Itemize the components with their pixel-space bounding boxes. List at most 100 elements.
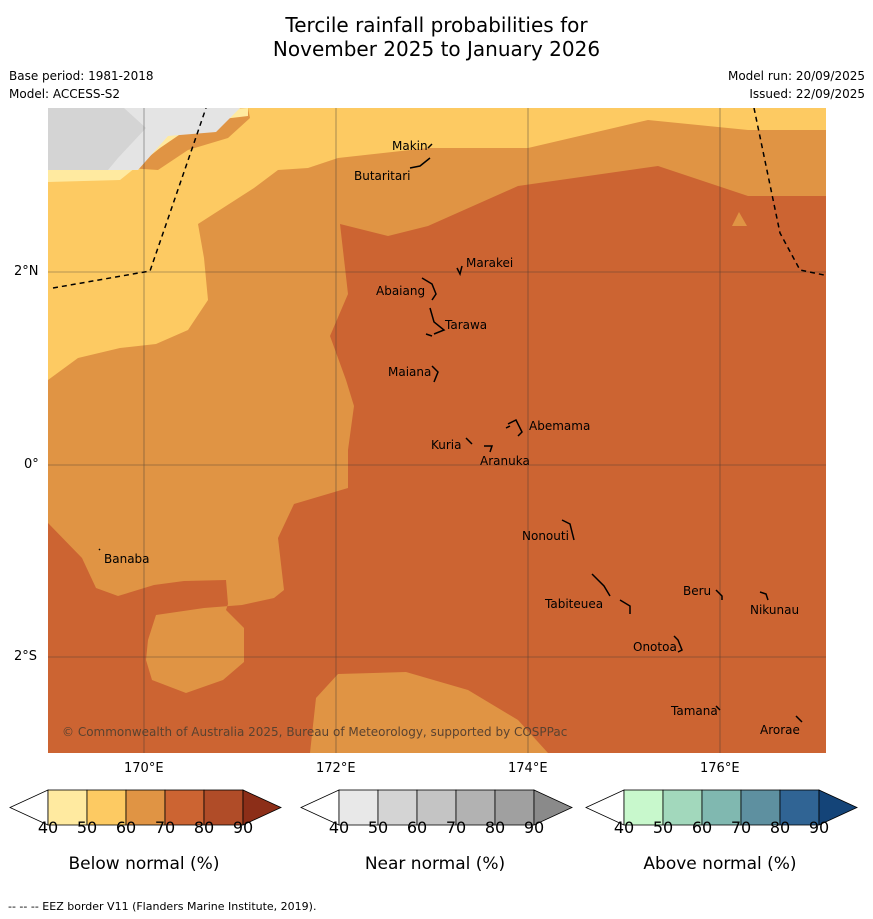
colorbar-segment [164,789,205,826]
colorbar-near-normal: 40 50 60 70 80 90 [300,789,573,835]
colorbar-label-near-normal: Near normal (%) [364,854,506,874]
issued-date: Issued: 22/09/2025 [749,87,865,101]
colorbar-segment [623,789,664,826]
map-title-line2: November 2025 to January 2026 [272,37,601,61]
island-label-aranuka: Aranuka [480,454,530,468]
colorbar-segment [740,789,781,826]
island-label-arorae: Arorae [760,723,800,737]
island-kuria-shape [465,437,473,445]
map-title-line1: Tercile rainfall probabilities for [285,13,588,37]
gridlines [48,108,826,753]
colorbar-segment [86,789,127,826]
lon-label-174e: 174°E [508,761,548,776]
region-60-70-south [310,672,548,753]
colorbar-tick-label: 80 [770,818,790,835]
island-arorae-shape [795,715,803,723]
colorbar-segment [494,789,535,826]
colorbar-tick-label: 50 [368,818,388,835]
region-60-70-spot [732,212,747,226]
colorbar-segment [533,789,573,826]
island-onotoa-shape [673,635,683,653]
lon-label-170e: 170°E [124,761,164,776]
colorbar-tick-label: 90 [233,818,253,835]
colorbar-tick-label: 40 [614,818,634,835]
region-near-normal-60-70 [48,108,146,170]
island-abaiang-shape [421,277,437,301]
island-label-maiana: Maiana [388,365,431,379]
island-label-tarawa: Tarawa [444,318,487,332]
eez-border [52,108,825,289]
colorbar-below-normal: 40 50 60 70 80 90 [9,789,282,835]
colorbar-tick-label: 70 [446,818,466,835]
island-maiana-shape [431,365,439,383]
colorbar-above-normal: 40 50 60 70 80 90 [585,789,858,835]
copyright-text: © Commonwealth of Australia 2025, Bureau… [62,725,567,739]
map-canvas: Makin Butaritari Marakei Abaiang Tarawa … [48,108,826,753]
island-tamana-shape [715,705,721,711]
island-tarawa-shape [425,307,446,337]
island-nonouti-shape [561,519,575,541]
island-tabiteuea-shape [591,573,631,614]
island-label-abemama: Abemama [529,419,590,433]
colorbar-label-below-normal: Below normal (%) [68,854,220,874]
colorbar-segment [125,789,166,826]
colorbar-tick-label: 40 [329,818,349,835]
island-label-banaba: Banaba [104,552,150,566]
colorbar-segment [662,789,703,826]
lon-label-176e: 176°E [700,761,740,776]
colorbar-segment [455,789,496,826]
island-aranuka-shape [484,445,494,453]
region-50-60 [48,108,826,380]
island-label-nikunau: Nikunau [750,603,799,617]
colorbar-tick-label: 90 [524,818,544,835]
island-label-tabiteuea: Tabiteuea [544,597,603,611]
colorbar-tick-label: 40 [38,818,58,835]
island-label-butaritari: Butaritari [354,169,411,183]
island-makin-shape [427,143,433,149]
island-label-onotoa: Onotoa [633,640,677,654]
island-beru-shape [715,589,723,600]
island-label-kuria: Kuria [431,438,462,452]
colorbar-tick-label: 80 [485,818,505,835]
lon-label-172e: 172°E [316,761,356,776]
model-name: Model: ACCESS-S2 [9,87,121,101]
colorbar-tick-label: 90 [809,818,829,835]
island-label-marakei: Marakei [466,256,513,270]
colorbar-tick-label: 50 [653,818,673,835]
colorbar-segment [242,789,282,826]
eez-border-legend: -- -- -- EEZ border V11 (Flanders Marine… [8,900,317,913]
island-label-beru: Beru [683,584,711,598]
colorbar-tick-label: 80 [194,818,214,835]
colorbars: 40 50 60 70 80 90 40 50 60 70 80 90 40 50 60 70 80 90 [9,789,858,835]
island-butaritari-shape [409,157,431,169]
colorbar-tick-label: 70 [155,818,175,835]
colorbar-tick-label: 50 [77,818,97,835]
colorbar-label-above-normal: Above normal (%) [643,854,797,874]
colorbar-segment [818,789,858,826]
island-label-abaiang: Abaiang [376,284,425,298]
colorbar-tick-label: 60 [407,818,427,835]
lat-label-2s: 2°S [14,649,38,664]
island-outlines [98,143,803,723]
island-banaba-shape [98,548,101,551]
model-run: Model run: 20/09/2025 [727,69,865,83]
colorbar-tick-label: 70 [731,818,751,835]
base-period: Base period: 1981-2018 [9,69,154,83]
region-60-70 [48,108,826,693]
island-label-makin: Makin [392,139,428,153]
colorbar-tick-label: 60 [692,818,712,835]
lat-label-0: 0° [24,457,39,472]
colorbar-segment [47,789,88,826]
lat-label-2n: 2°N [14,264,39,279]
island-marakei-shape [456,265,463,277]
colorbar-tick-label: 60 [116,818,136,835]
island-abemama-shape [505,418,523,437]
colorbar-segment [377,789,418,826]
island-nikunau-shape [759,591,769,601]
island-label-tamana: Tamana [670,704,718,718]
colorbar-segment [416,789,457,826]
colorbar-segment [779,789,820,826]
colorbar-segment [338,789,379,826]
island-label-nonouti: Nonouti [522,529,569,543]
probability-map: Makin Butaritari Marakei Abaiang Tarawa … [48,108,826,753]
